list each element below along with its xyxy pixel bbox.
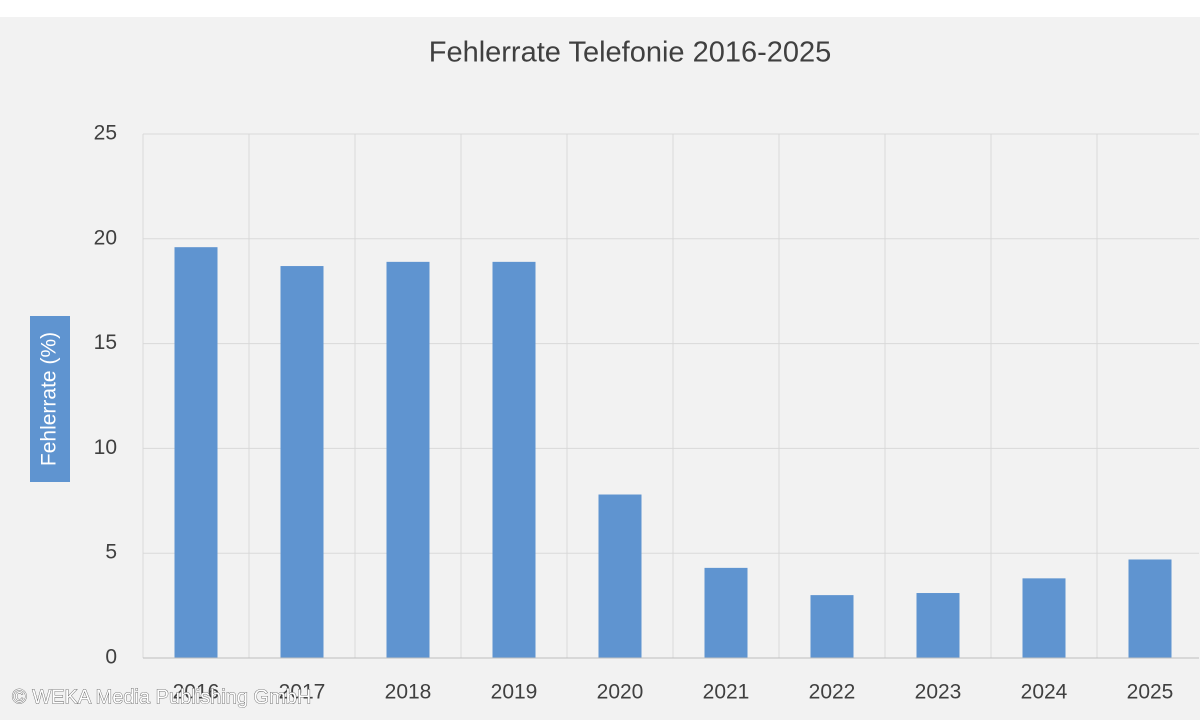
bar xyxy=(386,261,430,658)
bar xyxy=(810,595,854,658)
bar xyxy=(1128,559,1172,658)
bar xyxy=(174,247,218,658)
bar xyxy=(492,261,536,658)
x-tick-label: 2022 xyxy=(809,681,856,704)
x-tick-label: 2017 xyxy=(279,681,326,704)
x-tick-label: 2025 xyxy=(1127,681,1174,704)
y-tick-label: 5 xyxy=(105,541,117,564)
x-tick-label: 2024 xyxy=(1021,681,1068,704)
x-tick-label: 2016 xyxy=(173,681,220,704)
y-tick-label: 25 xyxy=(94,122,117,145)
x-tick-label: 2021 xyxy=(703,681,750,704)
y-tick-label: 10 xyxy=(94,436,117,459)
y-tick-label: 20 xyxy=(94,226,117,249)
y-tick-label: 15 xyxy=(94,331,117,354)
x-tick-label: 2020 xyxy=(597,681,644,704)
x-tick-label: 2019 xyxy=(491,681,538,704)
watermark: © WEKA Media Publishing GmbH xyxy=(12,686,311,708)
bar xyxy=(280,266,324,658)
y-tick-label: 0 xyxy=(105,646,117,669)
chart-title: Fehlerrate Telefonie 2016-2025 xyxy=(429,37,832,69)
x-tick-label: 2023 xyxy=(915,681,962,704)
bar xyxy=(704,567,748,658)
bar xyxy=(916,593,960,658)
bar xyxy=(598,494,642,658)
y-label-box xyxy=(30,316,70,482)
x-tick-label: 2018 xyxy=(385,681,432,704)
y-axis-label: Fehlerrate (%) xyxy=(38,332,61,466)
bar xyxy=(1022,578,1066,658)
